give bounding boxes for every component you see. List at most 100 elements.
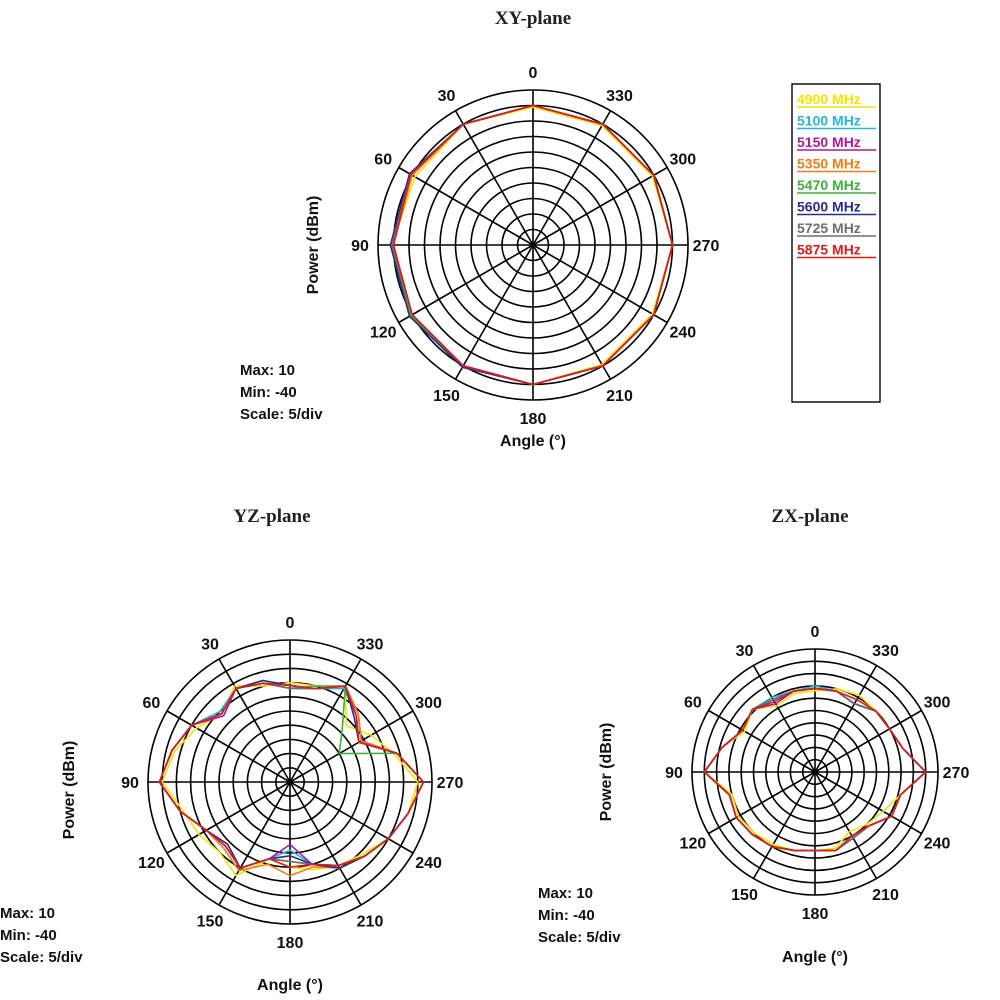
polar-chart-zx: ZX-plane 0 30 60 90 120 150 180 210 240 270 300 330… [538,506,969,966]
grid-spoke [289,658,362,783]
angle-tick-label: 210 [872,887,899,904]
angle-tick-label: 0 [811,624,820,641]
angle-tick-label: 30 [201,636,219,653]
stat-max: Max: 10 [240,362,295,379]
angular-axis-label: Angle (°) [782,949,848,966]
angle-tick-label: 90 [121,775,139,792]
angle-tick-label: 300 [924,695,951,712]
grid-spoke [814,771,878,879]
legend-entry-label: 5150 MHz [797,134,861,150]
grid-spoke [814,665,878,773]
center-dot [287,779,293,785]
angle-tick-label: 210 [606,388,633,405]
angle-tick-label: 300 [669,152,696,169]
stat-min: Min: -40 [0,927,57,944]
center-dot [530,242,536,248]
angle-tick-label: 330 [872,643,899,660]
legend-entries: 4900 MHz 5100 MHz 5150 MHz 5350 MHz 5470 MHz… [797,91,876,259]
grid-spoke [218,658,291,783]
angle-tick-label: 0 [529,65,538,82]
angle-tick-label: 330 [606,88,633,105]
legend-entry-label: 5875 MHz [797,242,861,258]
angle-tick-label: 60 [684,695,702,712]
legend-entry-label: 5725 MHz [797,220,861,236]
angle-tick-label: 180 [802,906,829,923]
angle-tick-label: 30 [736,643,754,660]
polar-plot-yz: 0 30 60 90 120 150 180 210 240 270 300 330 [121,615,463,952]
series-trace-5875-mhz [158,682,425,869]
grid-spoke [532,166,668,246]
angle-tick-label: 120 [370,325,397,342]
series-trace-5600-mhz [158,679,425,869]
stat-max: Max: 10 [538,885,593,902]
grid-spoke [752,665,816,773]
legend-box [791,83,881,403]
chart-title: XY-plane [495,8,571,29]
angle-tick-label: 150 [197,914,224,931]
chart-title: ZX-plane [771,506,848,527]
angle-tick-label: 270 [437,775,464,792]
grid-spoke [398,166,534,246]
angle-tick-label: 210 [357,914,384,931]
angle-tick-label: 180 [277,935,304,952]
polar-plot-xy: 0 30 60 90 120 150 180 210 240 270 300 330 [351,65,719,428]
stat-scale: Scale: 5/div [538,929,621,946]
grid-spoke [532,110,612,246]
angle-tick-label: 30 [438,88,456,105]
angle-tick-label: 180 [520,411,547,428]
angle-tick-label: 60 [143,695,161,712]
angle-tick-label: 120 [680,836,707,853]
center-dot [812,769,818,775]
grid-spoke [532,244,668,324]
grid-spoke [166,710,291,783]
angular-axis-label: Angle (°) [257,977,323,994]
grid-spoke [218,781,291,906]
grid-spoke [166,781,291,854]
stat-min: Min: -40 [538,907,595,924]
polar-plot-zx: 0 30 60 90 120 150 180 210 240 270 300 330 [665,624,969,923]
grid-spoke [454,110,534,246]
legend: 4900 MHz 5100 MHz 5150 MHz 5350 MHz 5470 MHz… [791,83,881,403]
series-trace-5100-mhz [158,679,425,869]
grid-spoke [814,709,922,773]
series-trace-5875-mhz [703,687,927,852]
grid-spoke [289,781,414,854]
angle-tick-label: 90 [351,238,369,255]
angle-tick-label: 300 [415,695,442,712]
legend-entry-label: 5350 MHz [797,156,861,172]
angle-tick-label: 150 [731,887,758,904]
angle-tick-label: 150 [433,388,460,405]
grid-spoke [814,771,922,835]
grid-spoke [454,244,534,380]
angle-tick-label: 120 [138,855,165,872]
grid-spoke [708,771,816,835]
angle-tick-label: 240 [669,325,696,342]
polar-chart-yz: YZ-plane 0 30 60 90 120 150 180 210 240 270 300 330… [0,506,463,994]
stat-max: Max: 10 [0,905,55,922]
angular-axis-label: Angle (°) [500,433,566,450]
angle-tick-label: 240 [415,855,442,872]
radial-axis-label: Power (dBm) [305,196,322,295]
legend-entry-label: 5100 MHz [797,113,861,129]
chart-title: YZ-plane [233,506,310,527]
grid-spoke [289,781,362,906]
grid-spoke [532,244,612,380]
grid-spoke [289,710,414,783]
angle-tick-label: 60 [374,152,392,169]
stat-min: Min: -40 [240,384,297,401]
radial-axis-label: Power (dBm) [61,741,78,840]
polar-chart-xy: XY-plane 0 30 60 90 120 150 180 210 240 270 300 330… [240,8,719,450]
grid-spoke [708,709,816,773]
legend-entry-label: 4900 MHz [797,91,861,107]
radial-axis-label: Power (dBm) [598,723,615,822]
legend-entry-label: 5470 MHz [797,177,861,193]
series-trace-5875-mhz [392,104,674,386]
angle-tick-label: 330 [357,636,384,653]
stat-scale: Scale: 5/div [0,949,83,966]
grid-spoke [752,771,816,879]
angle-tick-label: 270 [943,765,970,782]
angle-tick-label: 90 [665,765,683,782]
angle-tick-label: 0 [286,615,295,632]
legend-entry-label: 5600 MHz [797,199,861,215]
